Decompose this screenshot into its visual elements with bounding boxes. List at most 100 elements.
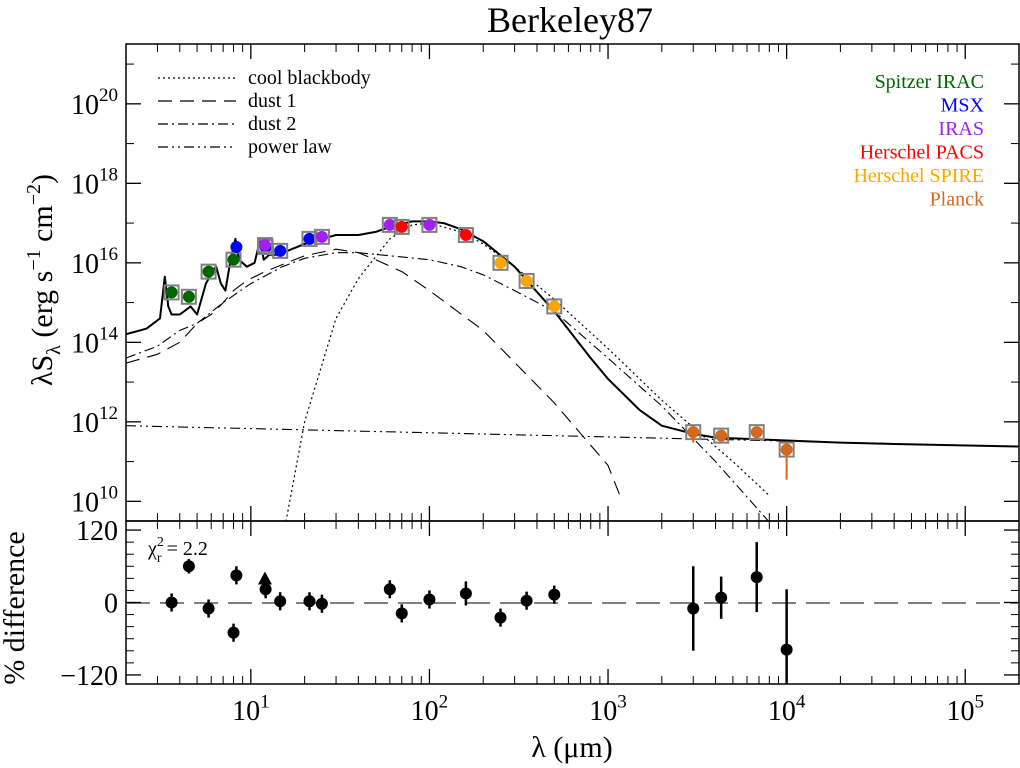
residual-triangle (257, 571, 272, 585)
legend-label: dust 2 (248, 113, 296, 135)
y-tick-label: 1020 (71, 85, 118, 121)
residual-y-tick-label: 0 (104, 589, 118, 620)
model-flux-box (393, 218, 410, 235)
model-curve-group (126, 220, 1019, 521)
photometry-point (548, 300, 561, 313)
residual-point (459, 587, 472, 600)
residual-point (687, 602, 700, 615)
residual-point (274, 595, 287, 608)
residual-point (315, 597, 328, 610)
photometry-point (383, 218, 396, 231)
sed-axis-ticks (125, 44, 1020, 521)
model-flux-box (225, 251, 242, 268)
model-flux-box (457, 227, 474, 244)
residual-point (780, 643, 793, 656)
residual-point (494, 611, 507, 624)
x-tick-labels: 101 102 103 104 105 (232, 691, 984, 727)
instrument-legend-label: MSX (941, 95, 985, 117)
photometry-point (423, 218, 436, 231)
residual-y-tick-label: 120 (76, 516, 118, 547)
instrument-legend-label: Herschel SPIRE (853, 165, 984, 187)
residual-point (383, 583, 396, 596)
photometry-point (182, 290, 195, 303)
residual-point (230, 569, 243, 582)
y-tick-label: 1018 (71, 165, 118, 201)
x-tick-label: 102 (411, 691, 449, 727)
y-tick-label: 1010 (71, 483, 118, 519)
sed-y-tick-labels: 1010 1012 1014 1016 1018 1020 (71, 85, 119, 518)
photometry-point (258, 239, 271, 252)
photometry-point (303, 232, 316, 245)
photometry-point (520, 274, 533, 287)
instrument-legend-label: IRAS (938, 118, 984, 140)
model-flux-box (421, 216, 438, 233)
model-flux-box (256, 237, 273, 254)
sed-y-axis-label: λSλ (erg s−1 cm−2) (23, 174, 65, 386)
model-flux-box (518, 272, 535, 289)
photometry-point (459, 229, 472, 242)
photometry-point (395, 220, 408, 233)
photometry-point (165, 286, 178, 299)
photometry-point (715, 429, 728, 442)
residual-point (395, 607, 408, 620)
photometry-point (494, 256, 507, 269)
x-tick-label: 103 (589, 691, 627, 727)
residual-point (520, 594, 533, 607)
x-tick-label: 105 (946, 691, 984, 727)
model-flux-box (748, 424, 765, 441)
residual-point (715, 591, 728, 604)
model-flux-box (492, 254, 509, 271)
model-curves (126, 220, 1019, 521)
y-tick-label: 1012 (71, 403, 118, 439)
residual-point (303, 595, 316, 608)
x-axis-label: λ (μm) (531, 731, 612, 764)
chi-squared-annotation: χ2 r = 2.2 (147, 535, 208, 566)
model-flux-box (163, 284, 180, 301)
photometry-point (780, 443, 793, 456)
residual-point (423, 593, 436, 606)
power-law-curve (126, 425, 1019, 448)
photometry-point (750, 426, 763, 439)
x-tick-label: 104 (768, 691, 806, 727)
dust2-curve (126, 252, 770, 521)
model-flux-box (272, 242, 289, 259)
model-flux-box (546, 298, 563, 315)
photometry-point (230, 241, 243, 254)
model-flux-box (713, 427, 730, 444)
photometry-point (315, 230, 328, 243)
model-flux-box (313, 228, 330, 245)
instrument-legend-label: Spitzer IRAC (875, 71, 984, 93)
y-tick-label: 1016 (71, 244, 118, 280)
x-tick-label: 101 (232, 691, 270, 727)
photometry-point (202, 265, 215, 278)
y-tick-label: 1014 (71, 324, 119, 360)
residual-y-axis-label: % difference (0, 531, 31, 685)
cool-blackbody-curve (285, 222, 770, 521)
photometry-point (687, 426, 700, 439)
dust1-curve (126, 248, 623, 502)
residual-point (259, 583, 272, 596)
photometry-points (163, 216, 795, 480)
instrument-legend-label: Herschel PACS (860, 142, 984, 164)
photometry-point (274, 244, 287, 257)
photometry-point (227, 253, 240, 266)
residual-point (202, 602, 215, 615)
residual-point (548, 588, 561, 601)
residual-points (165, 542, 793, 684)
residual-point (182, 560, 195, 573)
residual-point (227, 626, 240, 639)
legend-label: dust 1 (248, 90, 296, 112)
residual-point (750, 571, 763, 584)
model-flux-box (180, 288, 197, 305)
residual-y-tick-labels: −120 0 120 (60, 516, 118, 692)
chart-title: Berkeley87 (487, 0, 653, 40)
sed-panel: 1010 1012 1014 1016 1018 1020 λSλ (erg s−1 cm… (23, 43, 1020, 522)
legend-label: power law (248, 136, 332, 158)
legend-label: cool blackbody (248, 67, 371, 89)
residual-y-tick-label: −120 (60, 661, 118, 692)
total-model-curve (126, 220, 1019, 448)
